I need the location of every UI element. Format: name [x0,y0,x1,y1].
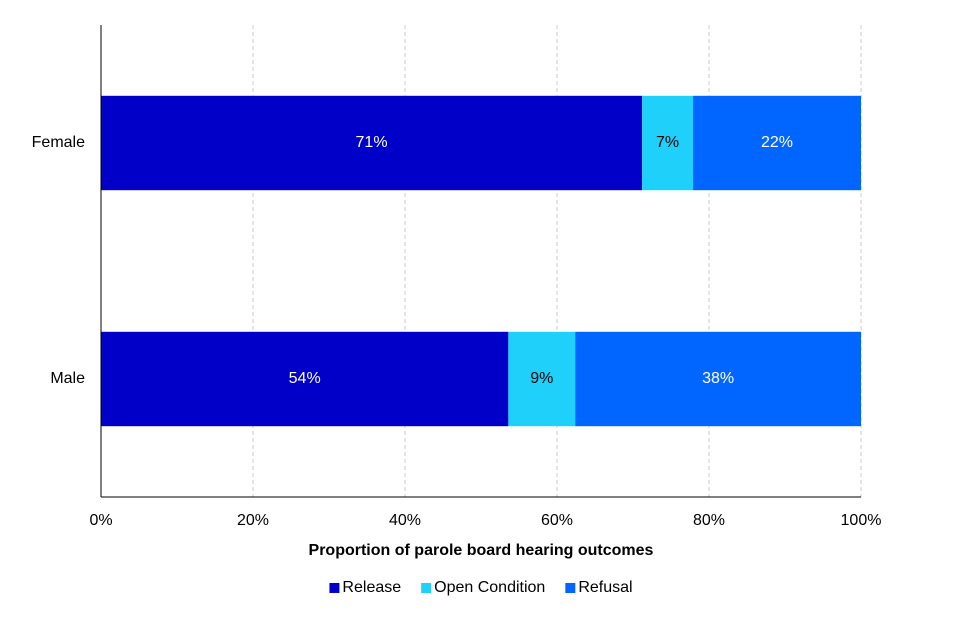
legend-label: Release [342,579,401,596]
legend-label: Refusal [578,579,632,596]
data-label: 22% [761,134,793,151]
bar-segment [101,95,643,191]
legend-swatch [565,583,576,593]
x-tick-label: 40% [389,512,421,529]
data-label: 38% [702,370,734,387]
legend: Release Open Condition Refusal [329,579,633,596]
data-label: 54% [289,370,321,387]
legend-label: Open Condition [434,579,545,596]
x-tick-label: 100% [841,512,882,529]
bar-segment [101,331,509,427]
bar-segment [508,331,576,427]
bar-segment [693,95,861,191]
y-tick-label: Male [50,370,85,387]
x-tick-label: 60% [541,512,573,529]
x-axis-title: Proportion of parole board hearing outco… [309,542,654,559]
bar-segment [642,95,694,191]
legend-swatch [421,583,432,593]
legend-swatch [329,583,340,593]
bar-segment [575,331,861,427]
y-tick-label: Female [32,134,85,151]
data-label: 9% [530,370,553,387]
x-tick-label: 0% [89,512,112,529]
data-label: 7% [656,134,679,151]
x-tick-label: 20% [237,512,269,529]
data-label: 71% [356,134,388,151]
x-tick-label: 80% [693,512,725,529]
